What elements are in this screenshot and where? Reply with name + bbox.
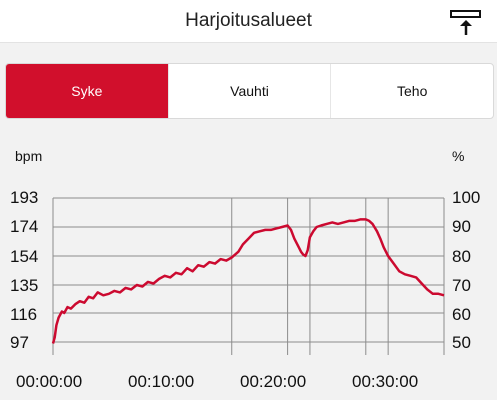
y-tick-right: 100	[452, 188, 481, 207]
app-bar: Harjoitusalueet	[0, 0, 497, 43]
y-tick-left: 116	[10, 305, 38, 324]
zone-type-tabs: Syke Vauhti Teho	[5, 63, 494, 119]
x-tick: 00:10:00	[128, 372, 195, 391]
tab-power[interactable]: Teho	[397, 83, 428, 99]
tab-pace[interactable]: Vauhti	[169, 64, 332, 118]
y-tick-left: 154	[10, 247, 39, 266]
y-tick-right: 70	[452, 276, 471, 295]
y-tick-left: 174	[10, 217, 39, 236]
y-tick-right: 50	[452, 333, 471, 352]
y-axis-left-unit: bpm	[15, 148, 43, 164]
x-tick: 00:30:00	[352, 372, 419, 391]
y-tick-left: 97	[10, 333, 29, 352]
export-button[interactable]	[449, 8, 483, 38]
export-up-arrow-icon	[450, 10, 481, 35]
y-tick-right: 60	[452, 305, 471, 324]
x-tick: 00:20:00	[240, 372, 307, 391]
y-tick-right: 90	[452, 217, 471, 236]
y-tick-left: 135	[10, 276, 39, 295]
x-tick: 00:00:00	[16, 372, 83, 391]
heart-rate-line	[51, 218, 445, 344]
y-tick-right: 80	[452, 247, 471, 266]
y-axis-right-unit: %	[452, 148, 465, 164]
content-area: Syke Vauhti Teho	[0, 43, 497, 400]
y-tick-left: 193	[10, 188, 39, 207]
tab-heart-rate[interactable]: Syke	[6, 64, 169, 118]
page-title: Harjoitusalueet	[185, 10, 312, 31]
